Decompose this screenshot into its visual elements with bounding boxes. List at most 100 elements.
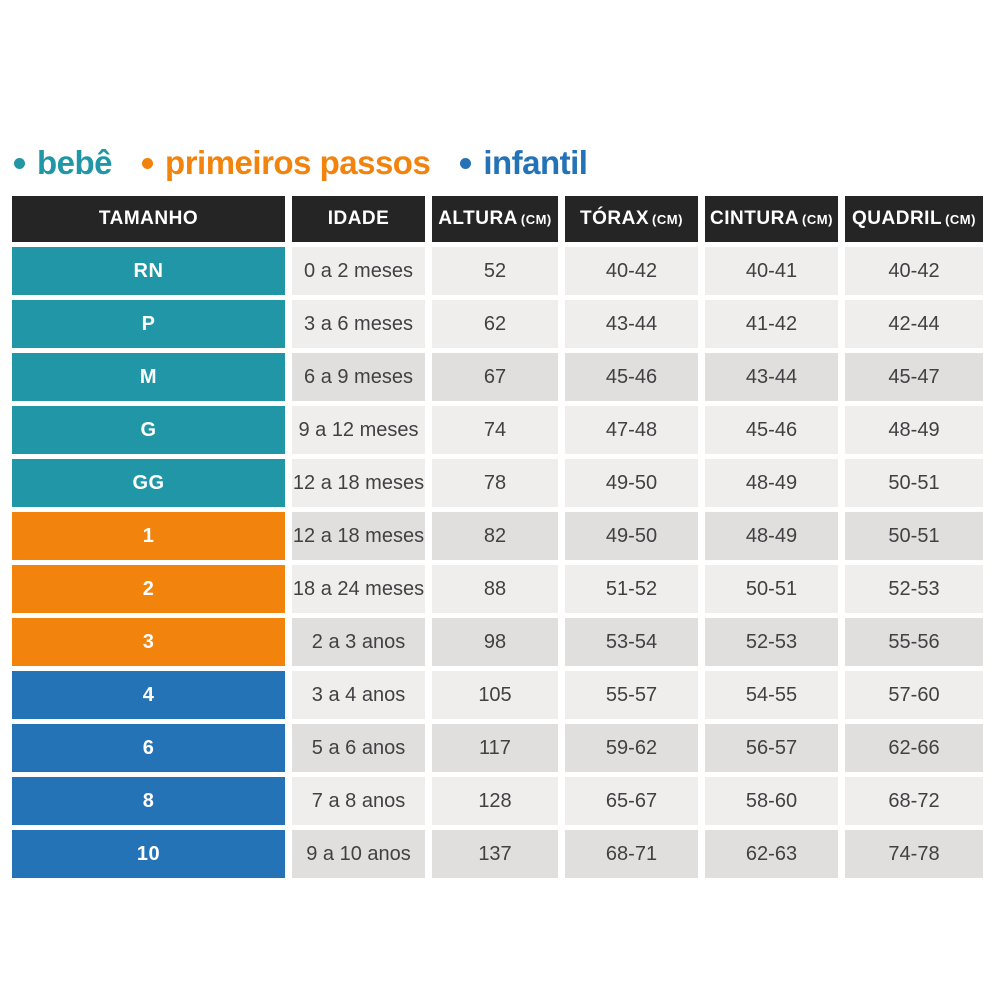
- cell-idade: 9 a 12 meses: [292, 406, 425, 454]
- legend-label: infantil: [483, 144, 588, 181]
- cell-altura: 98: [432, 618, 558, 666]
- cell-quadril: 52-53: [845, 565, 983, 613]
- cell-torax: 68-71: [565, 830, 698, 878]
- cell-idade: 5 a 6 anos: [292, 724, 425, 772]
- column-header-unit: (CM): [520, 212, 552, 227]
- cell-size: RN: [12, 247, 285, 295]
- column-header-label: TAMANHO: [98, 208, 199, 229]
- cell-size: 3: [12, 618, 285, 666]
- cell-cintura: 54-55: [705, 671, 838, 719]
- cell-quadril: 55-56: [845, 618, 983, 666]
- legend-item: infantil: [460, 144, 588, 182]
- cell-quadril: 42-44: [845, 300, 983, 348]
- cell-cintura: 48-49: [705, 512, 838, 560]
- table-row: RN 0 a 2 meses 52 40-42 40-41 40-42: [12, 247, 983, 295]
- column-header-unit: (CM): [802, 212, 833, 227]
- column-header-unit: (CM): [652, 212, 683, 227]
- column-header-label: QUADRIL: [852, 208, 943, 229]
- cell-altura: 128: [432, 777, 558, 825]
- cell-torax: 49-50: [565, 512, 698, 560]
- size-chart-table: TAMANHO IDADE ALTURA (CM) TÓRAX (CM) CINTURA (C…: [5, 191, 990, 883]
- cell-size: G: [12, 406, 285, 454]
- column-header: TAMANHO: [12, 196, 285, 242]
- cell-size: 2: [12, 565, 285, 613]
- cell-size: 4: [12, 671, 285, 719]
- cell-size: GG: [12, 459, 285, 507]
- column-header-label: CINTURA: [710, 208, 800, 229]
- cell-cintura: 40-41: [705, 247, 838, 295]
- cell-torax: 55-57: [565, 671, 698, 719]
- cell-quadril: 74-78: [845, 830, 983, 878]
- cell-cintura: 50-51: [705, 565, 838, 613]
- cell-idade: 9 a 10 anos: [292, 830, 425, 878]
- cell-quadril: 68-72: [845, 777, 983, 825]
- table-row: 1 12 a 18 meses 82 49-50 48-49 50-51: [12, 512, 983, 560]
- cell-quadril: 57-60: [845, 671, 983, 719]
- cell-idade: 7 a 8 anos: [292, 777, 425, 825]
- legend-label: bebê: [37, 144, 113, 181]
- legend-label: primeiros passos: [165, 144, 431, 181]
- cell-altura: 117: [432, 724, 558, 772]
- column-header: TÓRAX (CM): [565, 196, 698, 242]
- cell-idade: 2 a 3 anos: [292, 618, 425, 666]
- cell-cintura: 58-60: [705, 777, 838, 825]
- column-header-unit: (CM): [945, 212, 976, 227]
- column-header: IDADE: [292, 196, 425, 242]
- column-header-label: ALTURA: [438, 208, 518, 229]
- cell-size: 8: [12, 777, 285, 825]
- legend-dot-icon: [14, 157, 25, 169]
- legend-item: bebê: [14, 144, 113, 182]
- cell-torax: 45-46: [565, 353, 698, 401]
- legend-dot-icon: [142, 157, 154, 169]
- cell-cintura: 62-63: [705, 830, 838, 878]
- cell-altura: 62: [432, 300, 558, 348]
- column-header: ALTURA (CM): [432, 196, 558, 242]
- table-row: GG 12 a 18 meses 78 49-50 48-49 50-51: [12, 459, 983, 507]
- column-header-label: TÓRAX: [580, 208, 650, 229]
- cell-cintura: 41-42: [705, 300, 838, 348]
- legend-item: primeiros passos: [142, 144, 431, 182]
- category-legend: bebê primeiros passos infantil: [14, 144, 588, 182]
- cell-torax: 40-42: [565, 247, 698, 295]
- cell-torax: 49-50: [565, 459, 698, 507]
- cell-size: 10: [12, 830, 285, 878]
- cell-cintura: 45-46: [705, 406, 838, 454]
- cell-torax: 53-54: [565, 618, 698, 666]
- cell-cintura: 48-49: [705, 459, 838, 507]
- cell-quadril: 45-47: [845, 353, 983, 401]
- cell-torax: 43-44: [565, 300, 698, 348]
- cell-size: 1: [12, 512, 285, 560]
- cell-cintura: 52-53: [705, 618, 838, 666]
- cell-altura: 78: [432, 459, 558, 507]
- cell-torax: 65-67: [565, 777, 698, 825]
- cell-idade: 12 a 18 meses: [292, 512, 425, 560]
- table-row: 10 9 a 10 anos 137 68-71 62-63 74-78: [12, 830, 983, 878]
- cell-idade: 3 a 6 meses: [292, 300, 425, 348]
- column-header-label: IDADE: [327, 208, 390, 229]
- column-header: QUADRIL (CM): [845, 196, 983, 242]
- cell-idade: 18 a 24 meses: [292, 565, 425, 613]
- cell-quadril: 62-66: [845, 724, 983, 772]
- cell-size: M: [12, 353, 285, 401]
- cell-size: P: [12, 300, 285, 348]
- cell-torax: 51-52: [565, 565, 698, 613]
- cell-altura: 82: [432, 512, 558, 560]
- column-header: CINTURA (CM): [705, 196, 838, 242]
- cell-altura: 74: [432, 406, 558, 454]
- cell-idade: 12 a 18 meses: [292, 459, 425, 507]
- cell-size: 6: [12, 724, 285, 772]
- cell-altura: 137: [432, 830, 558, 878]
- cell-quadril: 50-51: [845, 512, 983, 560]
- cell-altura: 105: [432, 671, 558, 719]
- table-row: 2 18 a 24 meses 88 51-52 50-51 52-53: [12, 565, 983, 613]
- cell-altura: 52: [432, 247, 558, 295]
- cell-quadril: 50-51: [845, 459, 983, 507]
- cell-torax: 59-62: [565, 724, 698, 772]
- cell-idade: 3 a 4 anos: [292, 671, 425, 719]
